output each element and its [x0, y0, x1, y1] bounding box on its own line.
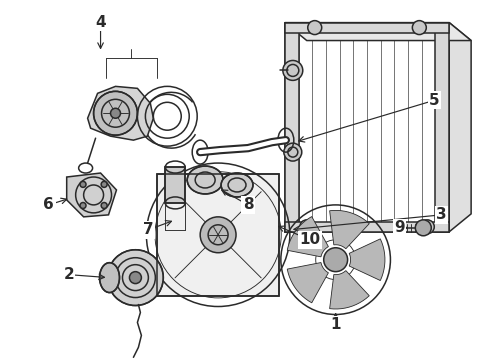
Text: 7: 7 — [143, 222, 154, 237]
Text: 5: 5 — [429, 93, 440, 108]
Bar — [165, 167, 185, 203]
Bar — [435, 23, 449, 232]
Polygon shape — [349, 239, 385, 280]
Text: 8: 8 — [243, 197, 253, 212]
Circle shape — [80, 203, 86, 208]
Polygon shape — [287, 217, 328, 257]
Circle shape — [107, 250, 163, 306]
Bar — [285, 23, 449, 232]
Circle shape — [80, 181, 86, 187]
Bar — [165, 167, 185, 203]
Polygon shape — [330, 271, 369, 309]
Text: 4: 4 — [95, 15, 106, 30]
Polygon shape — [287, 262, 328, 303]
Ellipse shape — [187, 166, 223, 194]
Polygon shape — [330, 210, 369, 249]
Circle shape — [300, 220, 314, 234]
Text: 1: 1 — [330, 317, 341, 332]
Text: 3: 3 — [436, 207, 446, 222]
Circle shape — [308, 21, 322, 35]
Ellipse shape — [99, 263, 120, 293]
Polygon shape — [285, 23, 471, 41]
Polygon shape — [157, 174, 279, 296]
Circle shape — [420, 220, 434, 234]
Text: 6: 6 — [44, 197, 54, 212]
Circle shape — [413, 21, 426, 35]
Circle shape — [94, 91, 137, 135]
Circle shape — [101, 203, 107, 208]
Bar — [285, 23, 299, 232]
Polygon shape — [449, 23, 471, 232]
Ellipse shape — [221, 173, 253, 197]
Circle shape — [324, 248, 347, 272]
Circle shape — [283, 60, 303, 80]
Bar — [285, 222, 449, 232]
Circle shape — [111, 108, 121, 118]
Ellipse shape — [246, 193, 278, 237]
Circle shape — [416, 220, 431, 236]
Circle shape — [129, 272, 142, 284]
Circle shape — [284, 143, 302, 161]
Polygon shape — [88, 86, 153, 140]
Text: 2: 2 — [63, 267, 74, 282]
Polygon shape — [67, 173, 117, 217]
Bar — [297, 31, 437, 224]
Bar — [285, 23, 449, 32]
Circle shape — [200, 217, 236, 253]
Circle shape — [101, 181, 107, 187]
Text: 9: 9 — [394, 220, 405, 235]
Text: 10: 10 — [299, 232, 320, 247]
